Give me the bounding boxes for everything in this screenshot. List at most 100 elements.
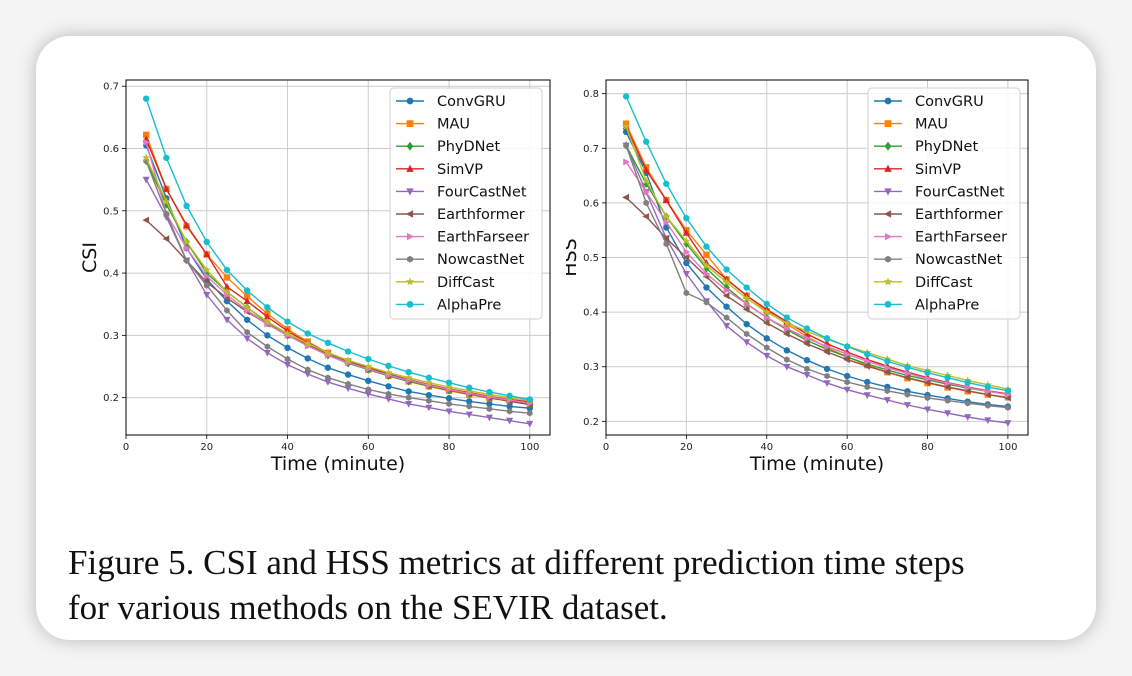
- data-point: [762, 307, 771, 316]
- series-earthfarseer: [623, 158, 1012, 399]
- legend-marker: [405, 210, 414, 218]
- legend-label: SimVP: [437, 162, 483, 178]
- data-point: [823, 335, 831, 342]
- legend-marker: [884, 188, 892, 196]
- data-point: [526, 396, 534, 403]
- data-point: [804, 365, 810, 373]
- data-point: [405, 394, 412, 401]
- data-point: [722, 292, 730, 300]
- x-tick-label: 20: [200, 442, 213, 453]
- data-point: [984, 417, 992, 425]
- legend-label: PhyDNet: [915, 139, 978, 155]
- data-point: [904, 364, 911, 371]
- series-line: [145, 157, 530, 402]
- legend-label: MAU: [915, 117, 948, 133]
- data-point: [944, 397, 951, 404]
- data-point: [944, 379, 952, 387]
- data-point: [622, 122, 631, 130]
- legend-item: PhyDNet: [874, 139, 978, 155]
- data-point: [984, 383, 992, 391]
- plot-frame: [605, 79, 1029, 436]
- series-line: [625, 161, 1009, 396]
- data-point: [782, 318, 791, 327]
- data-point: [903, 374, 911, 382]
- data-point: [142, 216, 150, 224]
- y-axis-label: CSI: [79, 242, 101, 273]
- x-axis-label: Time (minute): [749, 453, 884, 475]
- data-point: [142, 95, 150, 102]
- legend-marker: [884, 164, 892, 172]
- legend-label: NowcastNet: [437, 252, 524, 268]
- data-point: [142, 131, 150, 139]
- data-point: [506, 403, 513, 410]
- data-point: [344, 348, 352, 355]
- data-point: [263, 312, 271, 320]
- legend-label: AlphaPre: [915, 297, 979, 313]
- data-point: [864, 383, 871, 391]
- legend-marker: [883, 277, 893, 286]
- data-point: [682, 253, 690, 262]
- data-point: [703, 243, 710, 250]
- data-point: [203, 282, 210, 289]
- data-point: [924, 369, 931, 376]
- series-nowcastnet: [143, 157, 533, 417]
- data-point: [304, 366, 311, 373]
- series-fourcastnet: [142, 176, 534, 428]
- data-point: [1005, 404, 1011, 411]
- data-point: [642, 176, 651, 185]
- legend-label: EarthFarseer: [437, 230, 529, 246]
- data-point: [344, 371, 352, 378]
- data-point: [486, 388, 493, 396]
- data-point: [284, 318, 291, 325]
- data-point: [426, 397, 432, 404]
- legend-item: ConvGRU: [396, 94, 506, 110]
- x-tick-label: 60: [362, 442, 375, 453]
- series-nowcastnet: [623, 142, 1011, 411]
- data-point: [883, 397, 891, 404]
- data-point: [803, 330, 811, 337]
- data-point: [823, 365, 831, 373]
- y-tick-label: 0.3: [583, 362, 599, 373]
- data-point: [763, 314, 771, 322]
- series-line: [145, 142, 530, 404]
- data-point: [365, 386, 372, 393]
- legend-marker: [406, 232, 415, 241]
- data-point: [142, 153, 151, 162]
- legend-label: DiffCast: [915, 275, 973, 291]
- data-point: [344, 356, 353, 364]
- data-point: [742, 294, 751, 302]
- data-point: [264, 343, 271, 350]
- plot-area: [622, 93, 1012, 427]
- data-point: [662, 212, 671, 220]
- data-point: [425, 404, 433, 412]
- data-point: [445, 395, 453, 402]
- caption-line-2: for various methods on the SEVIR dataset…: [68, 588, 668, 627]
- y-tick-label: 0.2: [103, 393, 119, 404]
- data-point: [743, 339, 751, 346]
- legend-marker: [883, 210, 892, 218]
- legend-label: FourCastNet: [437, 184, 527, 200]
- data-point: [224, 307, 230, 314]
- data-point: [723, 322, 731, 330]
- legend-label: DiffCast: [437, 275, 495, 291]
- data-point: [642, 213, 650, 221]
- data-point: [723, 286, 731, 294]
- data-point: [763, 335, 770, 342]
- legend-item: NowcastNet: [874, 252, 1002, 268]
- data-point: [663, 180, 670, 187]
- data-point: [223, 266, 231, 274]
- data-point: [944, 374, 951, 381]
- data-point: [304, 355, 311, 362]
- data-point: [405, 368, 412, 376]
- data-point: [843, 356, 851, 364]
- legend-marker: [406, 188, 414, 196]
- data-point: [263, 317, 272, 326]
- legend-marker: [407, 255, 413, 263]
- data-point: [703, 284, 710, 291]
- y-tick-label: 0.7: [103, 82, 119, 93]
- data-point: [486, 400, 493, 408]
- series-line: [625, 145, 1008, 409]
- data-point: [683, 214, 690, 222]
- data-point: [325, 374, 331, 381]
- x-tick-label: 100: [998, 442, 1017, 453]
